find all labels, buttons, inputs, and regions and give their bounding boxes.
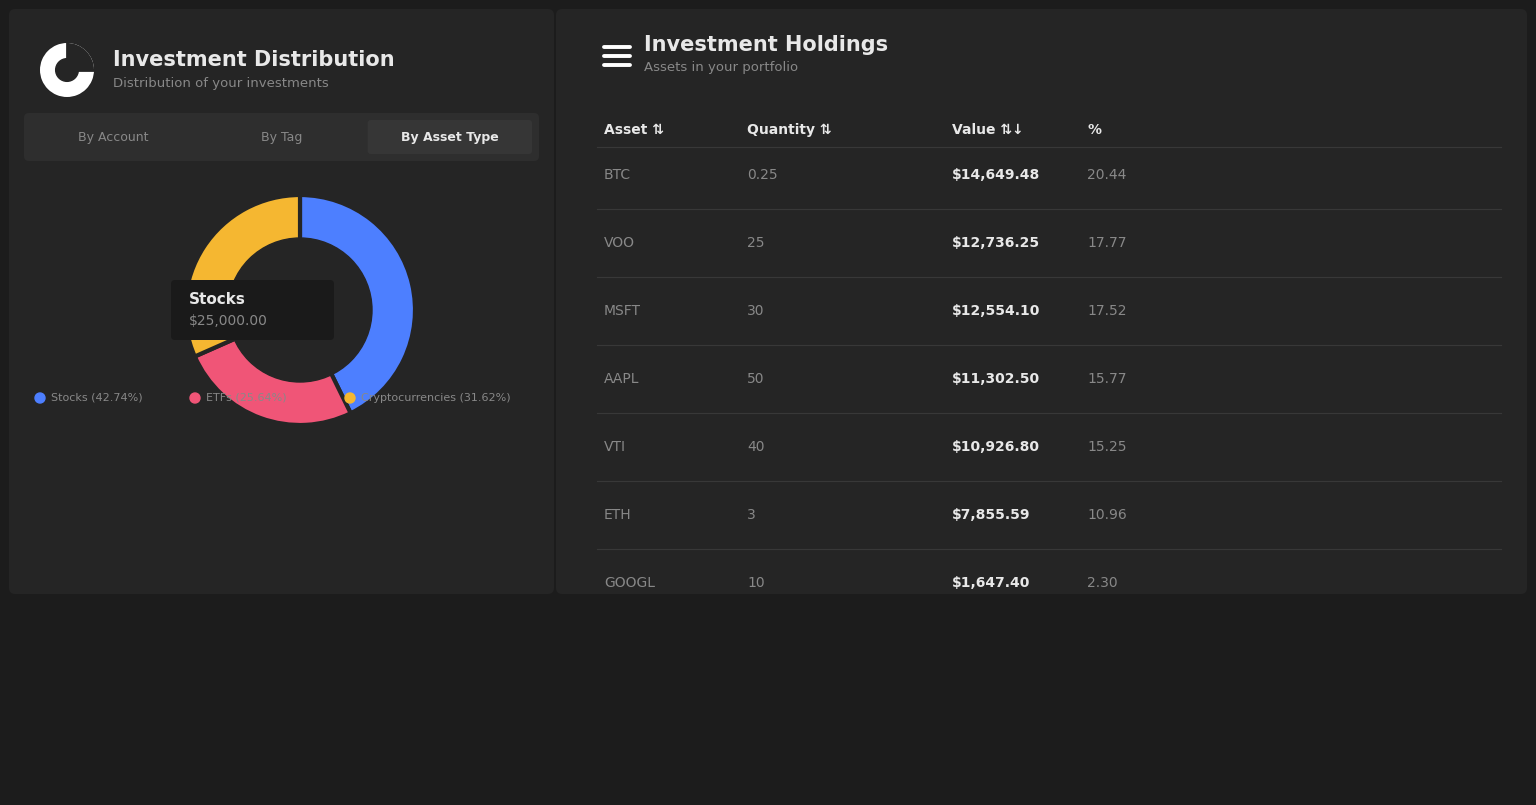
FancyBboxPatch shape [9,9,554,594]
Text: 3: 3 [746,508,756,522]
Circle shape [346,393,355,403]
FancyBboxPatch shape [367,120,531,154]
Text: Stocks: Stocks [189,292,246,307]
Text: Assets in your portfolio: Assets in your portfolio [644,61,799,75]
Text: 15.25: 15.25 [1087,440,1126,454]
Text: Cryptocurrencies (31.62%): Cryptocurrencies (31.62%) [361,393,510,403]
Text: ETH: ETH [604,508,631,522]
Text: Asset ⇅: Asset ⇅ [604,123,664,137]
Text: 17.52: 17.52 [1087,304,1126,318]
Text: 50: 50 [746,372,765,386]
Text: 30: 30 [746,304,765,318]
Text: $11,302.50: $11,302.50 [952,372,1040,386]
Text: $1,647.40: $1,647.40 [952,576,1031,590]
Text: Value ⇅↓: Value ⇅↓ [952,123,1023,137]
Text: 25: 25 [746,236,765,250]
Text: 2.30: 2.30 [1087,576,1118,590]
Circle shape [55,59,78,81]
Text: GOOGL: GOOGL [604,576,654,590]
Text: Distribution of your investments: Distribution of your investments [114,76,329,89]
Wedge shape [184,195,300,357]
Text: ETFs (25.64%): ETFs (25.64%) [206,393,287,403]
Text: 0.25: 0.25 [746,168,777,182]
Wedge shape [40,43,94,97]
FancyBboxPatch shape [25,113,539,161]
Text: 17.77: 17.77 [1087,236,1126,250]
Text: VOO: VOO [604,236,634,250]
Text: $12,554.10: $12,554.10 [952,304,1040,318]
Text: MSFT: MSFT [604,304,641,318]
Wedge shape [195,310,350,425]
Circle shape [35,393,45,403]
Text: By Asset Type: By Asset Type [401,130,499,143]
Text: By Tag: By Tag [261,130,303,143]
Text: %: % [1087,123,1101,137]
Text: 10.96: 10.96 [1087,508,1127,522]
Text: 15.77: 15.77 [1087,372,1126,386]
Text: 20.44: 20.44 [1087,168,1126,182]
Text: $12,736.25: $12,736.25 [952,236,1040,250]
Text: 40: 40 [746,440,765,454]
Text: AAPL: AAPL [604,372,639,386]
Text: BTC: BTC [604,168,631,182]
Text: VTI: VTI [604,440,627,454]
Circle shape [227,238,372,382]
Text: $14,649.48: $14,649.48 [952,168,1040,182]
Text: Stocks (42.74%): Stocks (42.74%) [51,393,143,403]
Wedge shape [300,195,415,413]
Text: Investment Holdings: Investment Holdings [644,35,888,55]
FancyBboxPatch shape [170,280,333,340]
Text: Quantity ⇅: Quantity ⇅ [746,123,831,137]
Text: $7,855.59: $7,855.59 [952,508,1031,522]
Wedge shape [68,43,94,70]
FancyBboxPatch shape [556,9,1527,594]
Text: By Account: By Account [78,130,149,143]
Text: $25,000.00: $25,000.00 [189,315,267,328]
Text: 10: 10 [746,576,765,590]
Circle shape [190,393,200,403]
Text: $10,926.80: $10,926.80 [952,440,1040,454]
Text: Investment Distribution: Investment Distribution [114,50,395,70]
